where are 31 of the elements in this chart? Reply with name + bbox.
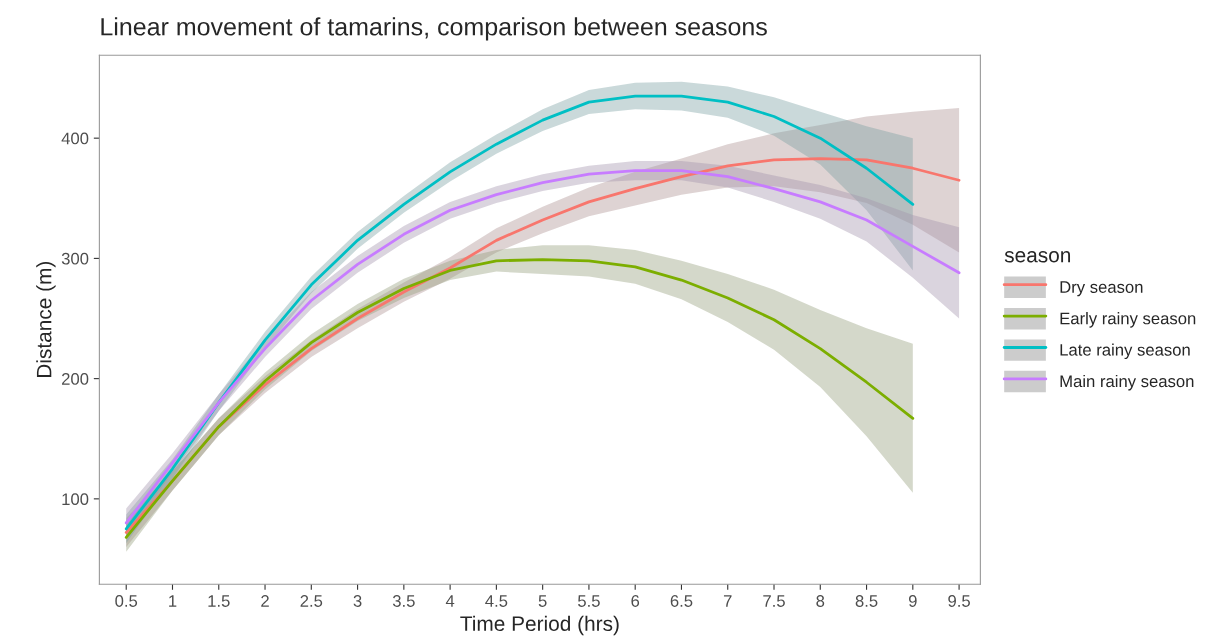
x-tick-label: 4	[445, 595, 455, 607]
x-tick-label: 9	[908, 595, 917, 607]
y-tick-label: 200	[62, 373, 89, 385]
x-tick-label: 2.5	[300, 595, 323, 607]
x-tick-label: 7.5	[763, 595, 785, 607]
legend-label: Main rainy season	[1060, 374, 1194, 391]
legend-label: Dry season	[1060, 281, 1143, 297]
x-tick-label: 7	[723, 595, 732, 607]
x-tick-label: 9.5	[948, 595, 970, 607]
x-tick-label: 8	[816, 595, 825, 607]
x-tick-label: 3.5	[392, 595, 415, 607]
legend-title: season	[1004, 251, 1071, 263]
y-tick-label: 400	[61, 132, 89, 145]
x-axis-title: Time Period (hrs)	[460, 615, 619, 636]
x-tick-label: 3	[353, 595, 362, 607]
x-tick-label: 5	[538, 595, 547, 607]
x-tick-label: 6	[631, 595, 640, 607]
x-tick-label: 1	[169, 595, 177, 607]
legend-label: Late rainy season	[1060, 343, 1190, 360]
x-tick-label: 4.5	[485, 595, 508, 607]
y-tick-label: 100	[62, 493, 89, 506]
legend-label: Early rainy season	[1060, 312, 1196, 328]
y-tick-label: 300	[61, 252, 89, 265]
x-tick-label: 2	[261, 595, 269, 607]
x-tick-label: 6.5	[670, 595, 693, 607]
x-tick-label: 0.5	[115, 595, 138, 607]
x-tick-label: 5.5	[578, 595, 600, 607]
x-tick-label: 1.5	[208, 595, 230, 607]
chart-title: Linear movement of tamarins, comparison between seasons	[101, 17, 767, 41]
x-tick-label: 8.5	[855, 595, 878, 607]
y-axis-title: Distance (m)	[36, 261, 56, 378]
